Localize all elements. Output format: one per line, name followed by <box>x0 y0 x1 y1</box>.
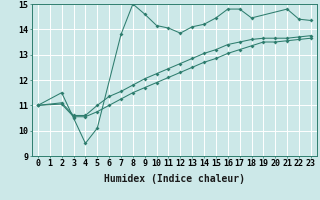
X-axis label: Humidex (Indice chaleur): Humidex (Indice chaleur) <box>104 174 245 184</box>
